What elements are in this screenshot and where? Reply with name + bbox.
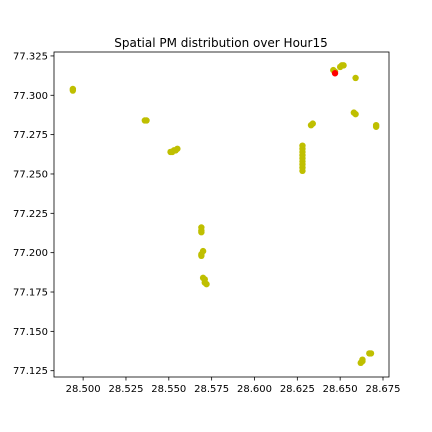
plot-frame bbox=[53, 51, 390, 378]
data-point bbox=[198, 252, 205, 260]
x-tick-label: 28.500 bbox=[66, 384, 101, 395]
data-point-red bbox=[331, 70, 339, 77]
data-point bbox=[372, 121, 380, 129]
x-axis: 28.500 28.525 28.550 28.575 28.600 28.625 28.6… bbox=[66, 377, 401, 395]
data-point bbox=[359, 356, 366, 363]
data-point bbox=[352, 74, 359, 82]
x-tick-label: 28.650 bbox=[323, 384, 358, 395]
x-tick-label: 28.600 bbox=[237, 384, 272, 395]
y-tick-label: 77.200 bbox=[13, 248, 48, 259]
data-point bbox=[198, 229, 205, 236]
data-point bbox=[69, 85, 77, 93]
points-layer bbox=[69, 62, 380, 367]
x-tick-label: 28.675 bbox=[366, 384, 401, 395]
data-point bbox=[203, 280, 210, 288]
y-tick-label: 77.325 bbox=[13, 51, 48, 62]
data-point bbox=[352, 110, 359, 118]
data-point bbox=[299, 167, 306, 175]
data-point bbox=[143, 117, 150, 124]
chart-title: Spatial PM distribution over Hour15 bbox=[114, 36, 327, 50]
x-tick-label: 28.550 bbox=[151, 384, 186, 395]
y-tick-label: 77.275 bbox=[13, 130, 48, 141]
data-point bbox=[174, 145, 181, 152]
data-point bbox=[340, 62, 347, 69]
y-tick-label: 77.150 bbox=[13, 327, 48, 338]
data-point bbox=[367, 350, 375, 357]
x-tick-label: 28.625 bbox=[280, 384, 315, 395]
data-point bbox=[309, 120, 316, 127]
y-tick-label: 77.300 bbox=[13, 91, 48, 102]
y-axis: 77.125 77.150 77.175 77.200 77.225 77.250 77.2… bbox=[13, 51, 54, 377]
y-tick-label: 77.250 bbox=[13, 169, 48, 180]
y-tick-label: 77.125 bbox=[13, 366, 48, 377]
y-tick-label: 77.225 bbox=[13, 209, 48, 220]
y-tick-label: 77.175 bbox=[13, 288, 48, 299]
x-tick-label: 28.575 bbox=[194, 384, 229, 395]
x-tick-label: 28.525 bbox=[108, 384, 143, 395]
